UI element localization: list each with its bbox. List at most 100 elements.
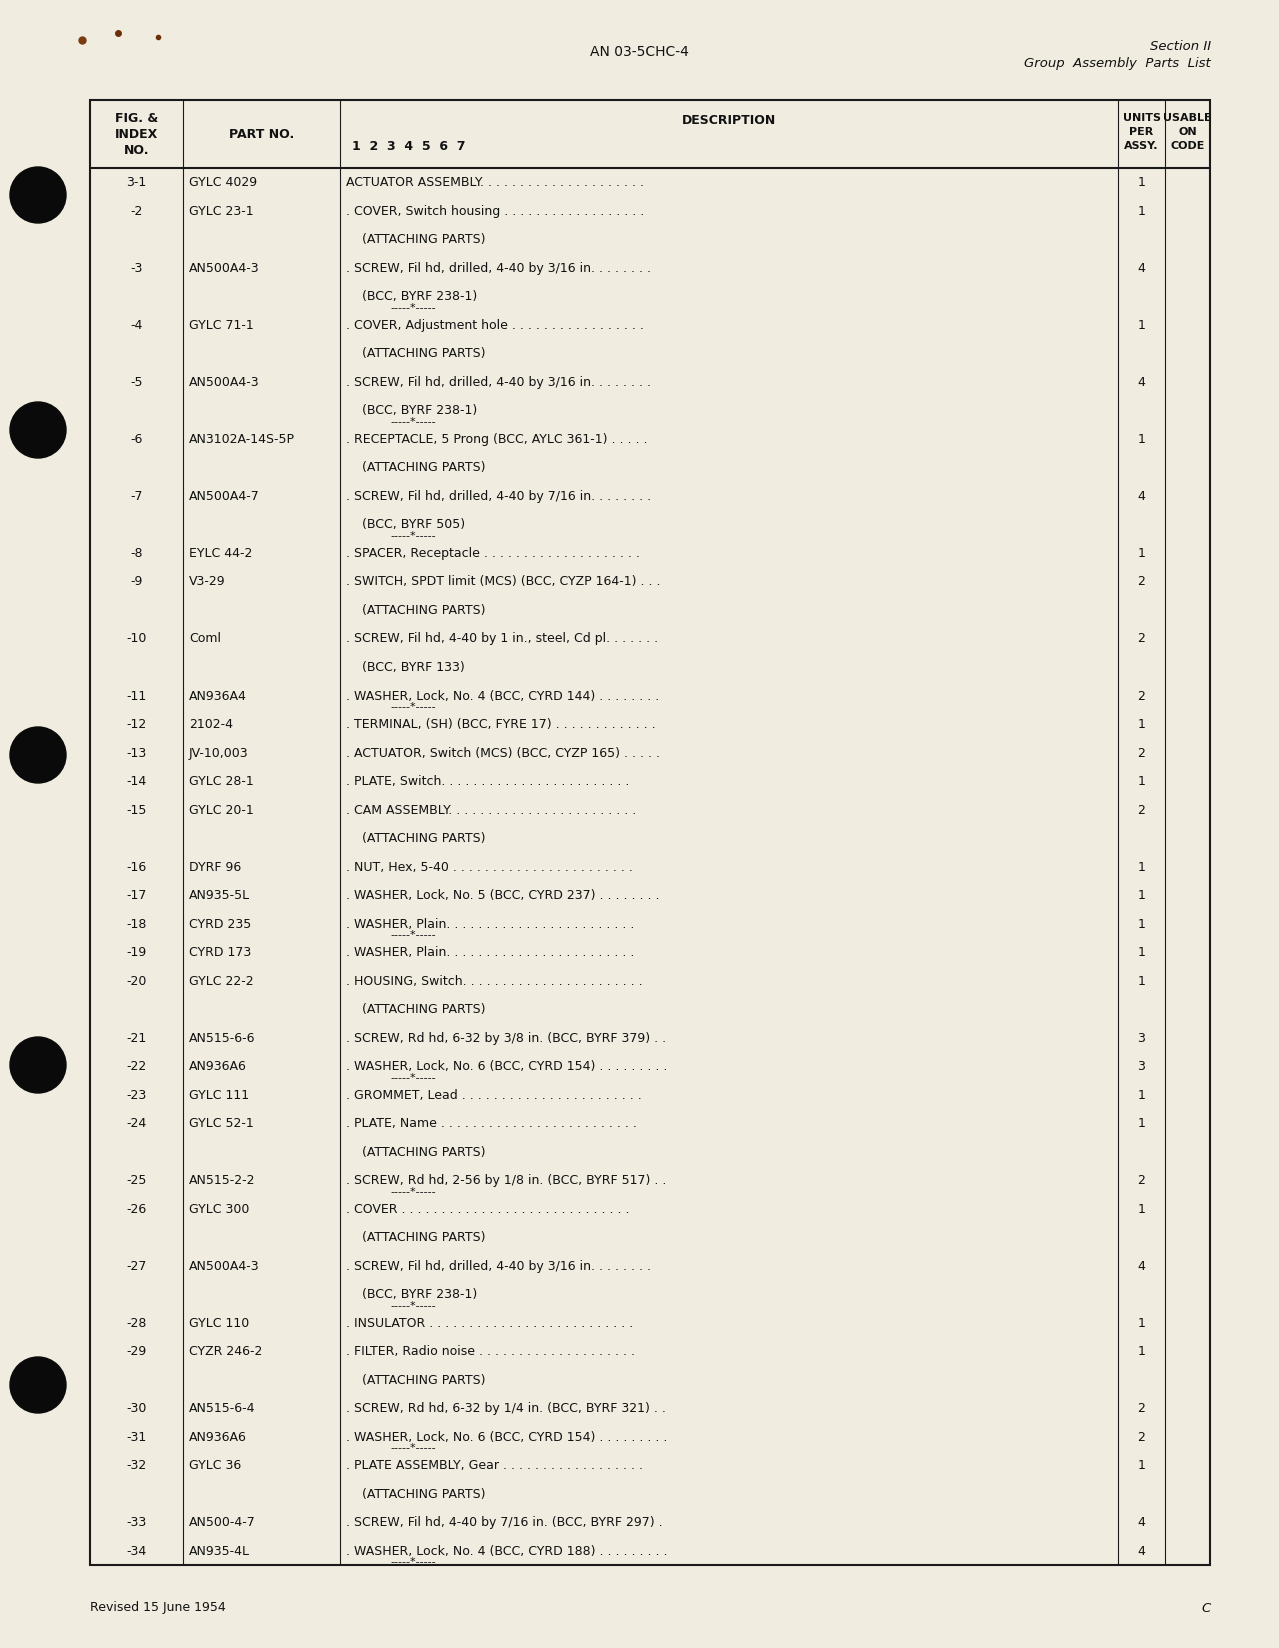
Text: V3-29: V3-29	[189, 575, 225, 588]
Text: -----*-----: -----*-----	[390, 531, 436, 541]
Text: 1  2  3  4  5  6  7: 1 2 3 4 5 6 7	[352, 140, 466, 153]
Text: GYLC 23-1: GYLC 23-1	[189, 204, 253, 218]
Text: AN500A4-3: AN500A4-3	[189, 262, 260, 275]
Text: Section II: Section II	[1150, 40, 1211, 53]
Text: ACTUATOR ASSEMBLY. . . . . . . . . . . . . . . . . . . . .: ACTUATOR ASSEMBLY. . . . . . . . . . . .…	[347, 176, 645, 190]
Text: -32: -32	[127, 1458, 147, 1472]
Text: ASSY.: ASSY.	[1124, 142, 1159, 152]
Text: . WASHER, Lock, No. 4 (BCC, CYRD 188) . . . . . . . . .: . WASHER, Lock, No. 4 (BCC, CYRD 188) . …	[347, 1544, 668, 1557]
Text: . RECEPTACLE, 5 Prong (BCC, AYLC 361-1) . . . . .: . RECEPTACLE, 5 Prong (BCC, AYLC 361-1) …	[347, 433, 647, 447]
Text: INDEX: INDEX	[115, 127, 159, 140]
Text: -----*-----: -----*-----	[390, 1442, 436, 1452]
Text: (BCC, BYRF 238-1): (BCC, BYRF 238-1)	[347, 290, 477, 303]
Text: -11: -11	[127, 689, 147, 702]
Text: (ATTACHING PARTS): (ATTACHING PARTS)	[347, 1231, 486, 1244]
Text: . PLATE, Switch. . . . . . . . . . . . . . . . . . . . . . . .: . PLATE, Switch. . . . . . . . . . . . .…	[347, 775, 629, 788]
Text: -2: -2	[130, 204, 143, 218]
Text: 1: 1	[1137, 547, 1146, 560]
Text: -14: -14	[127, 775, 147, 788]
Text: . SCREW, Fil hd, drilled, 4-40 by 3/16 in. . . . . . . .: . SCREW, Fil hd, drilled, 4-40 by 3/16 i…	[347, 262, 651, 275]
Text: . SWITCH, SPDT limit (MCS) (BCC, CYZP 164-1) . . .: . SWITCH, SPDT limit (MCS) (BCC, CYZP 16…	[347, 575, 660, 588]
Circle shape	[10, 402, 67, 458]
Text: NO.: NO.	[124, 143, 150, 157]
Text: 1: 1	[1137, 1117, 1146, 1131]
Text: 1: 1	[1137, 1089, 1146, 1101]
Text: 4: 4	[1137, 1516, 1146, 1529]
Text: -27: -27	[127, 1259, 147, 1272]
Text: . PLATE ASSEMBLY, Gear . . . . . . . . . . . . . . . . . .: . PLATE ASSEMBLY, Gear . . . . . . . . .…	[347, 1458, 643, 1472]
Text: AN936A4: AN936A4	[189, 689, 247, 702]
Text: . WASHER, Lock, No. 6 (BCC, CYRD 154) . . . . . . . . .: . WASHER, Lock, No. 6 (BCC, CYRD 154) . …	[347, 1060, 668, 1073]
Text: AN3102A-14S-5P: AN3102A-14S-5P	[189, 433, 295, 447]
Text: -----*-----: -----*-----	[390, 1187, 436, 1196]
Text: 2: 2	[1137, 633, 1146, 646]
Text: . HOUSING, Switch. . . . . . . . . . . . . . . . . . . . . . .: . HOUSING, Switch. . . . . . . . . . . .…	[347, 974, 642, 987]
Text: (ATTACHING PARTS): (ATTACHING PARTS)	[347, 1004, 486, 1017]
Text: -31: -31	[127, 1430, 147, 1444]
Text: . PLATE, Name . . . . . . . . . . . . . . . . . . . . . . . . .: . PLATE, Name . . . . . . . . . . . . . …	[347, 1117, 637, 1131]
Text: . COVER, Adjustment hole . . . . . . . . . . . . . . . . .: . COVER, Adjustment hole . . . . . . . .…	[347, 318, 643, 331]
Text: . WASHER, Lock, No. 4 (BCC, CYRD 144) . . . . . . . .: . WASHER, Lock, No. 4 (BCC, CYRD 144) . …	[347, 689, 659, 702]
Text: 3: 3	[1137, 1060, 1146, 1073]
Text: -19: -19	[127, 946, 147, 959]
Text: 3-1: 3-1	[127, 176, 147, 190]
Text: (BCC, BYRF 238-1): (BCC, BYRF 238-1)	[347, 1289, 477, 1302]
Text: AN515-6-4: AN515-6-4	[189, 1402, 256, 1416]
Bar	[90, 101, 1210, 1566]
Text: 4: 4	[1137, 376, 1146, 389]
Text: 4: 4	[1137, 489, 1146, 503]
Text: AN936A6: AN936A6	[189, 1430, 247, 1444]
Text: 4: 4	[1137, 1259, 1146, 1272]
Text: 1: 1	[1137, 204, 1146, 218]
Text: . FILTER, Radio noise . . . . . . . . . . . . . . . . . . . .: . FILTER, Radio noise . . . . . . . . . …	[347, 1345, 634, 1358]
Text: . GROMMET, Lead . . . . . . . . . . . . . . . . . . . . . . .: . GROMMET, Lead . . . . . . . . . . . . …	[347, 1089, 642, 1101]
Text: AN936A6: AN936A6	[189, 1060, 247, 1073]
Text: JV-10,003: JV-10,003	[189, 747, 248, 760]
Text: Revised 15 June 1954: Revised 15 June 1954	[90, 1602, 226, 1615]
Text: 1: 1	[1137, 1345, 1146, 1358]
Text: 3: 3	[1137, 1032, 1146, 1045]
Text: -15: -15	[127, 804, 147, 816]
Text: -----*-----: -----*-----	[390, 417, 436, 427]
Text: -10: -10	[127, 633, 147, 646]
Text: . WASHER, Plain. . . . . . . . . . . . . . . . . . . . . . . .: . WASHER, Plain. . . . . . . . . . . . .…	[347, 946, 634, 959]
Text: -30: -30	[127, 1402, 147, 1416]
Text: (ATTACHING PARTS): (ATTACHING PARTS)	[347, 832, 486, 845]
Text: . COVER . . . . . . . . . . . . . . . . . . . . . . . . . . . . .: . COVER . . . . . . . . . . . . . . . . …	[347, 1203, 629, 1216]
Text: . WASHER, Lock, No. 5 (BCC, CYRD 237) . . . . . . . .: . WASHER, Lock, No. 5 (BCC, CYRD 237) . …	[347, 888, 660, 901]
Text: . CAM ASSEMBLY. . . . . . . . . . . . . . . . . . . . . . . .: . CAM ASSEMBLY. . . . . . . . . . . . . …	[347, 804, 636, 816]
Text: -25: -25	[127, 1173, 147, 1187]
Text: -6: -6	[130, 433, 143, 447]
Text: DYRF 96: DYRF 96	[189, 860, 242, 873]
Text: (ATTACHING PARTS): (ATTACHING PARTS)	[347, 461, 486, 475]
Text: -----*-----: -----*-----	[390, 1557, 436, 1567]
Text: 2: 2	[1137, 747, 1146, 760]
Text: -8: -8	[130, 547, 143, 560]
Text: CYZR 246-2: CYZR 246-2	[189, 1345, 262, 1358]
Text: (BCC, BYRF 133): (BCC, BYRF 133)	[347, 661, 464, 674]
Text: DESCRIPTION: DESCRIPTION	[682, 114, 776, 127]
Text: 1: 1	[1137, 946, 1146, 959]
Text: -26: -26	[127, 1203, 147, 1216]
Text: Group  Assembly  Parts  List: Group Assembly Parts List	[1024, 56, 1211, 69]
Text: -23: -23	[127, 1089, 147, 1101]
Text: 2: 2	[1137, 575, 1146, 588]
Text: 2102-4: 2102-4	[189, 719, 233, 732]
Text: -----*-----: -----*-----	[390, 929, 436, 939]
Text: . SCREW, Fil hd, 4-40 by 1 in., steel, Cd pl. . . . . . .: . SCREW, Fil hd, 4-40 by 1 in., steel, C…	[347, 633, 659, 646]
Text: -7: -7	[130, 489, 143, 503]
Text: (BCC, BYRF 505): (BCC, BYRF 505)	[347, 519, 466, 531]
Text: GYLC 36: GYLC 36	[189, 1458, 242, 1472]
Text: -3: -3	[130, 262, 143, 275]
Text: . SCREW, Fil hd, 4-40 by 7/16 in. (BCC, BYRF 297) .: . SCREW, Fil hd, 4-40 by 7/16 in. (BCC, …	[347, 1516, 663, 1529]
Text: . ACTUATOR, Switch (MCS) (BCC, CYZP 165) . . . . .: . ACTUATOR, Switch (MCS) (BCC, CYZP 165)…	[347, 747, 660, 760]
Text: -13: -13	[127, 747, 147, 760]
Text: 1: 1	[1137, 888, 1146, 901]
Text: 1: 1	[1137, 1317, 1146, 1330]
Text: -----*-----: -----*-----	[390, 702, 436, 712]
Text: (ATTACHING PARTS): (ATTACHING PARTS)	[347, 1145, 486, 1159]
Text: (BCC, BYRF 238-1): (BCC, BYRF 238-1)	[347, 404, 477, 417]
Text: -28: -28	[127, 1317, 147, 1330]
Text: . INSULATOR . . . . . . . . . . . . . . . . . . . . . . . . . .: . INSULATOR . . . . . . . . . . . . . . …	[347, 1317, 633, 1330]
Text: GYLC 110: GYLC 110	[189, 1317, 249, 1330]
